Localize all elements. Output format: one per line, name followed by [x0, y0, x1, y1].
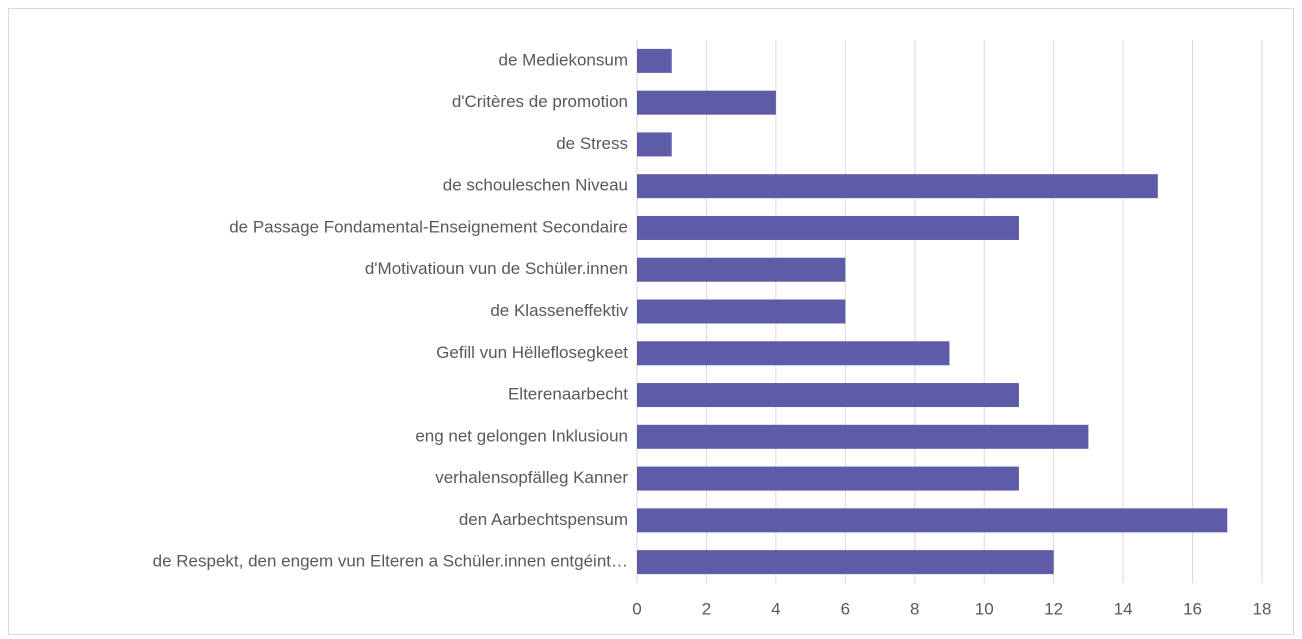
- y-tick-label: Gefill vun Hëlleflosegkeet: [436, 343, 628, 362]
- y-tick-label: de Passage Fondamental-Enseignement Seco…: [229, 217, 628, 236]
- bar: [637, 90, 776, 115]
- bar: [637, 550, 1054, 575]
- x-tick-label: 16: [1183, 599, 1202, 618]
- y-tick-label: d'Critères de promotion: [452, 92, 628, 111]
- y-tick-label: de Mediekonsum: [499, 50, 628, 69]
- bar: [637, 257, 846, 282]
- x-tick-label: 14: [1114, 599, 1133, 618]
- bar: [637, 174, 1158, 199]
- bar: [637, 424, 1089, 449]
- bar: [637, 299, 846, 324]
- x-tick-label: 6: [841, 599, 850, 618]
- bar: [637, 383, 1019, 408]
- x-tick-label: 0: [632, 599, 641, 618]
- bar: [637, 341, 950, 366]
- y-tick-label: de Klasseneffektiv: [490, 301, 628, 320]
- x-tick-label: 18: [1253, 599, 1272, 618]
- x-tick-label: 8: [910, 599, 919, 618]
- y-tick-label: eng net gelongen Inklusioun: [415, 426, 628, 445]
- x-tick-label: 2: [702, 599, 711, 618]
- bar: [637, 508, 1228, 533]
- y-tick-label: de schouleschen Niveau: [443, 176, 628, 195]
- x-tick-label: 10: [975, 599, 994, 618]
- y-tick-label: de Stress: [556, 134, 628, 153]
- x-tick-label: 4: [771, 599, 780, 618]
- bar: [637, 132, 672, 157]
- y-tick-label: verhalensopfälleg Kanner: [435, 468, 628, 487]
- y-tick-label: d'Motivatioun vun de Schüler.innen: [365, 259, 628, 278]
- y-tick-label: Elterenaarbecht: [508, 385, 628, 404]
- x-tick-label: 12: [1044, 599, 1063, 618]
- bar: [637, 215, 1019, 240]
- y-tick-label: den Aarbechtspensum: [459, 510, 628, 529]
- y-tick-label: de Respekt, den engem vun Elteren a Schü…: [153, 552, 628, 571]
- bar: [637, 466, 1019, 491]
- bar: [637, 48, 672, 73]
